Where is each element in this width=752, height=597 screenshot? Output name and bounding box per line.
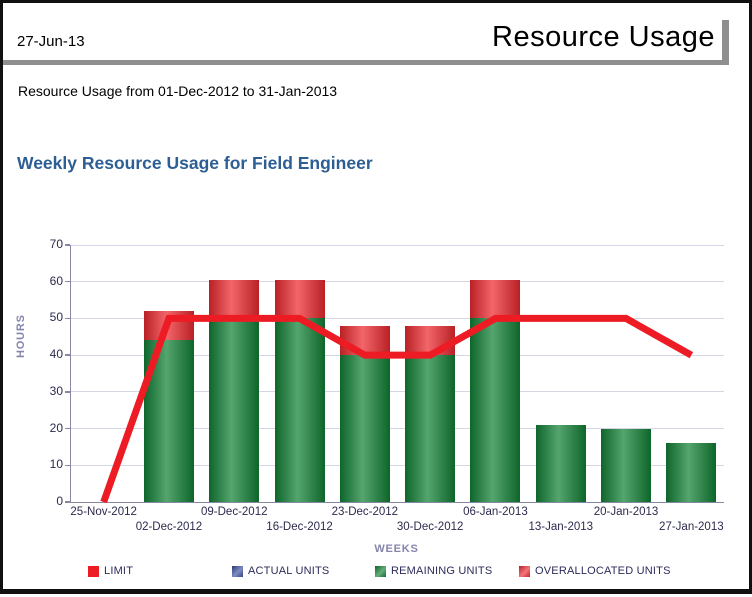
legend-label: REMAINING UNITS [391, 565, 493, 577]
y-tick-label: 20 [49, 420, 63, 435]
y-tick-label: 10 [49, 457, 63, 472]
bar-overallocated-units [339, 325, 390, 356]
x-tick-label: 13-Jan-2013 [528, 521, 594, 533]
chart-title: Weekly Resource Usage for Field Engineer [17, 153, 373, 173]
gridline [71, 464, 724, 466]
y-axis-title: HOURS [15, 314, 27, 358]
legend-item: OVERALLOCATED UNITS [519, 565, 671, 577]
y-tick-mark [65, 317, 70, 320]
gridline [71, 317, 724, 319]
y-tick-mark [65, 501, 70, 503]
report-title: Resource Usage [492, 21, 715, 53]
bar-overallocated-units [209, 279, 260, 321]
legend-item: REMAINING UNITS [375, 565, 492, 577]
x-tick-label: 23-Dec-2012 [331, 506, 399, 518]
x-tick-label: 09-Dec-2012 [201, 506, 268, 518]
legend-label: OVERALLOCATED UNITS [535, 565, 671, 577]
bar-remaining-units [339, 355, 390, 502]
bar-remaining-units [274, 318, 325, 502]
x-tick-label: 27-Jan-2013 [659, 521, 724, 533]
bar-remaining-units [209, 320, 260, 502]
legend-item: ACTUAL UNITS [232, 565, 329, 577]
report-date: 27-Jun-13 [17, 33, 85, 50]
y-tick-mark [65, 244, 70, 246]
bar-remaining-units [143, 340, 194, 502]
header-rule [3, 60, 729, 65]
legend-swatch-icon [375, 565, 386, 577]
gridline [71, 391, 724, 393]
plot-area: 0 10 20 30 40 50 60 70 25-Nov-2012 02-Dec-2012 09-… [50, 237, 724, 533]
y-tick-label: 30 [49, 383, 63, 398]
header-accent-bar [722, 20, 729, 65]
x-tick-label: 30-Dec-2012 [396, 521, 464, 533]
gridline [71, 244, 724, 246]
y-tick-label: 50 [49, 310, 63, 325]
bar-overallocated-units [470, 279, 521, 319]
y-tick-mark [65, 427, 70, 430]
limit-line [100, 314, 694, 504]
bar-overallocated-units [405, 325, 456, 356]
bar-remaining-units [601, 428, 652, 502]
legend-swatch-icon [519, 565, 530, 577]
x-tick-label: 06-Jan-2013 [463, 506, 528, 518]
y-tick-label: 70 [49, 237, 63, 251]
y-tick-mark [65, 354, 70, 356]
y-tick-mark [65, 280, 70, 283]
y-tick-label: 60 [49, 273, 63, 288]
x-axis-title: WEEKS [374, 543, 419, 555]
bar-remaining-units [470, 318, 521, 502]
gridline [71, 281, 724, 283]
bar-remaining-units [405, 355, 456, 502]
legend-label: ACTUAL UNITS [248, 565, 330, 577]
x-tick-label: 16-Dec-2012 [266, 521, 333, 533]
y-tick-mark [65, 391, 70, 393]
x-tick-label: 20-Jan-2013 [593, 506, 659, 518]
bar-remaining-units [535, 424, 586, 502]
y-tick-label: 40 [49, 347, 63, 362]
y-tick-mark [65, 464, 70, 467]
bar-overallocated-units [274, 279, 325, 319]
bar-remaining-units [666, 443, 717, 502]
y-tick-label: 0 [56, 494, 63, 508]
gridline [71, 428, 724, 430]
legend-swatch-icon [232, 565, 243, 577]
legend-label: LIMIT [104, 565, 134, 577]
report-subtitle: Resource Usage from 01-Dec-2012 to 31-Ja… [18, 83, 338, 99]
legend-item: LIMIT [88, 565, 133, 577]
legend-swatch-icon [88, 565, 99, 577]
x-tick-label: 02-Dec-2012 [135, 521, 203, 533]
x-tick-label: 25-Nov-2012 [70, 506, 137, 518]
